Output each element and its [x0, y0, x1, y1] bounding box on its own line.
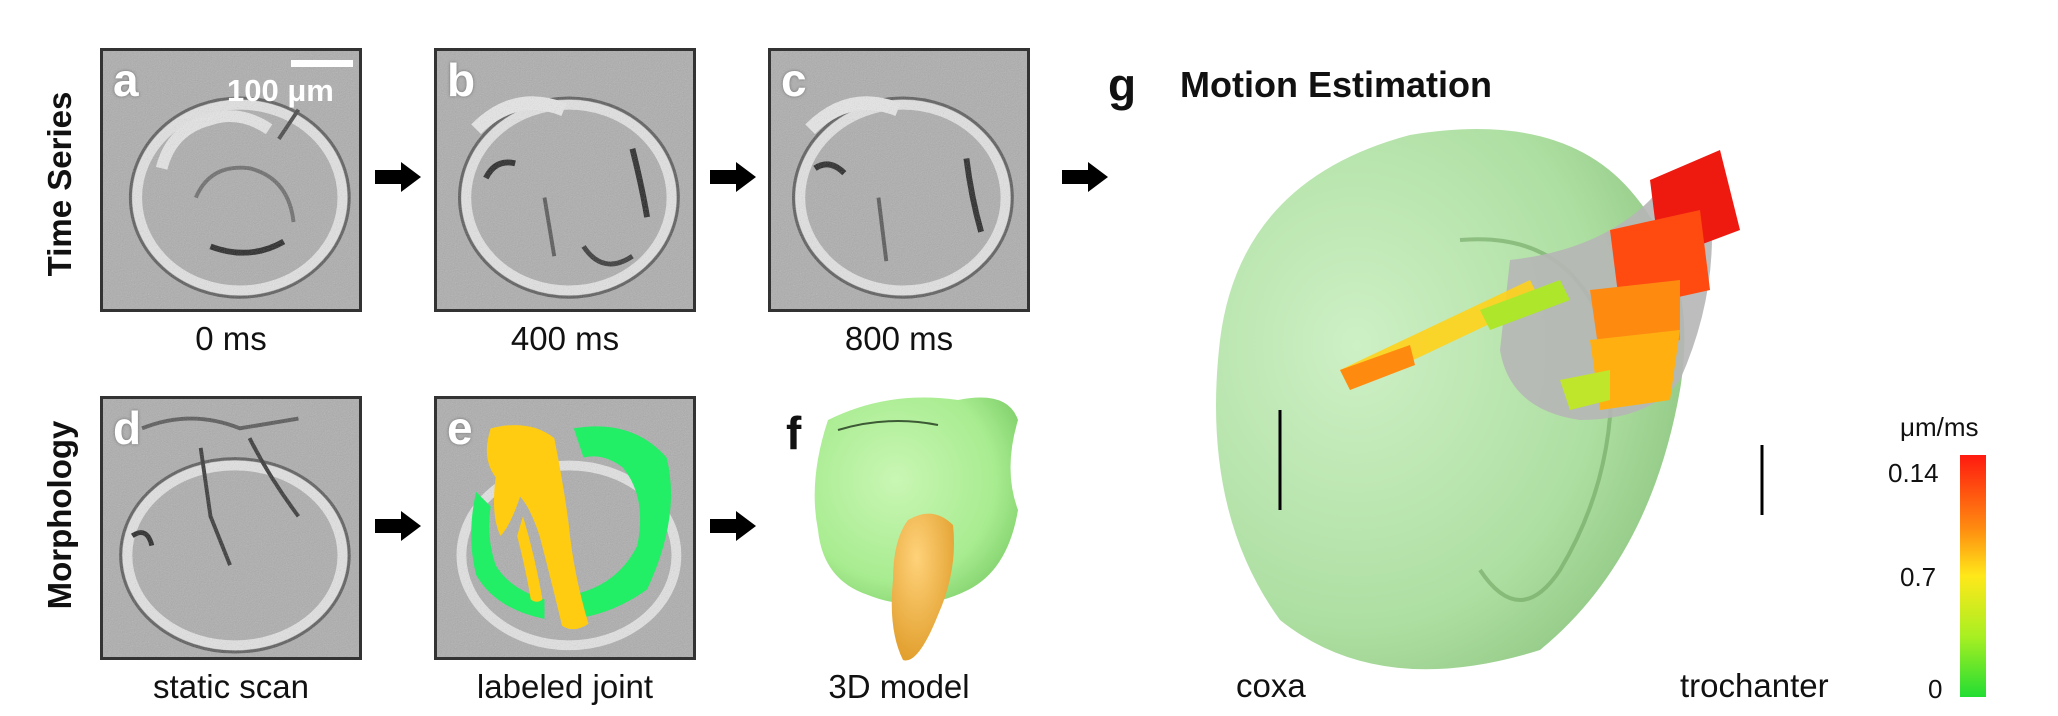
ct-slice-image — [771, 51, 1027, 309]
caption-f: 3D model — [828, 668, 970, 705]
panel-a-image: a 100 μm — [100, 48, 362, 312]
trochanter-label: trochanter — [1680, 667, 1829, 704]
panel-letter-d: d — [113, 402, 142, 454]
panel-e-image: e — [434, 396, 696, 660]
arrow-right-icon — [710, 162, 756, 192]
coxa-model — [814, 397, 1018, 604]
panel-letter-a: a — [113, 54, 139, 106]
motion-estimation-render — [1216, 129, 1764, 670]
colorbar-tick-max: 0.14 — [1888, 458, 1939, 488]
panel-c-image: c — [768, 48, 1030, 312]
motion-vectors — [1340, 150, 1740, 410]
panel-b-image: b — [434, 48, 696, 312]
arrow-right-icon — [1062, 162, 1108, 192]
colorbar-unit: μm/ms — [1900, 412, 1979, 442]
row-label-time-series: Time Series — [41, 91, 78, 277]
ct-slice-image — [103, 399, 359, 657]
panel-letter-f: f — [786, 407, 802, 459]
panel-letter-c: c — [781, 54, 807, 106]
colorbar-tick-min: 0 — [1928, 674, 1943, 704]
ct-slice-image — [103, 51, 359, 309]
panel-letter-e: e — [447, 402, 473, 454]
ct-slice-image — [437, 51, 693, 309]
caption-a: 0 ms — [195, 320, 267, 357]
labeled-joint-image — [437, 399, 693, 657]
trochanter-model — [891, 513, 954, 661]
motion-estimation-title: Motion Estimation — [1180, 64, 1492, 105]
caption-d: static scan — [153, 668, 309, 705]
caption-b: 400 ms — [510, 320, 620, 357]
colorbar-tick-mid: 0.7 — [1900, 562, 1937, 592]
arrow-right-icon — [710, 511, 756, 541]
coxa-label: coxa — [1236, 667, 1306, 704]
scale-bar-label: 100 μm — [227, 73, 334, 108]
arrow-right-icon — [375, 162, 421, 192]
panel-letter-g: g — [1108, 59, 1137, 111]
colorbar — [1960, 455, 1986, 697]
row-label-morphology: Morphology — [41, 420, 78, 610]
scale-bar — [291, 60, 353, 67]
panel-d-image: d — [100, 396, 362, 660]
panel-f-3d-model: f — [768, 380, 1030, 670]
arrow-right-icon — [375, 511, 421, 541]
panel-letter-b: b — [447, 54, 476, 106]
caption-e: labeled joint — [476, 668, 654, 705]
caption-c: 800 ms — [844, 320, 954, 357]
